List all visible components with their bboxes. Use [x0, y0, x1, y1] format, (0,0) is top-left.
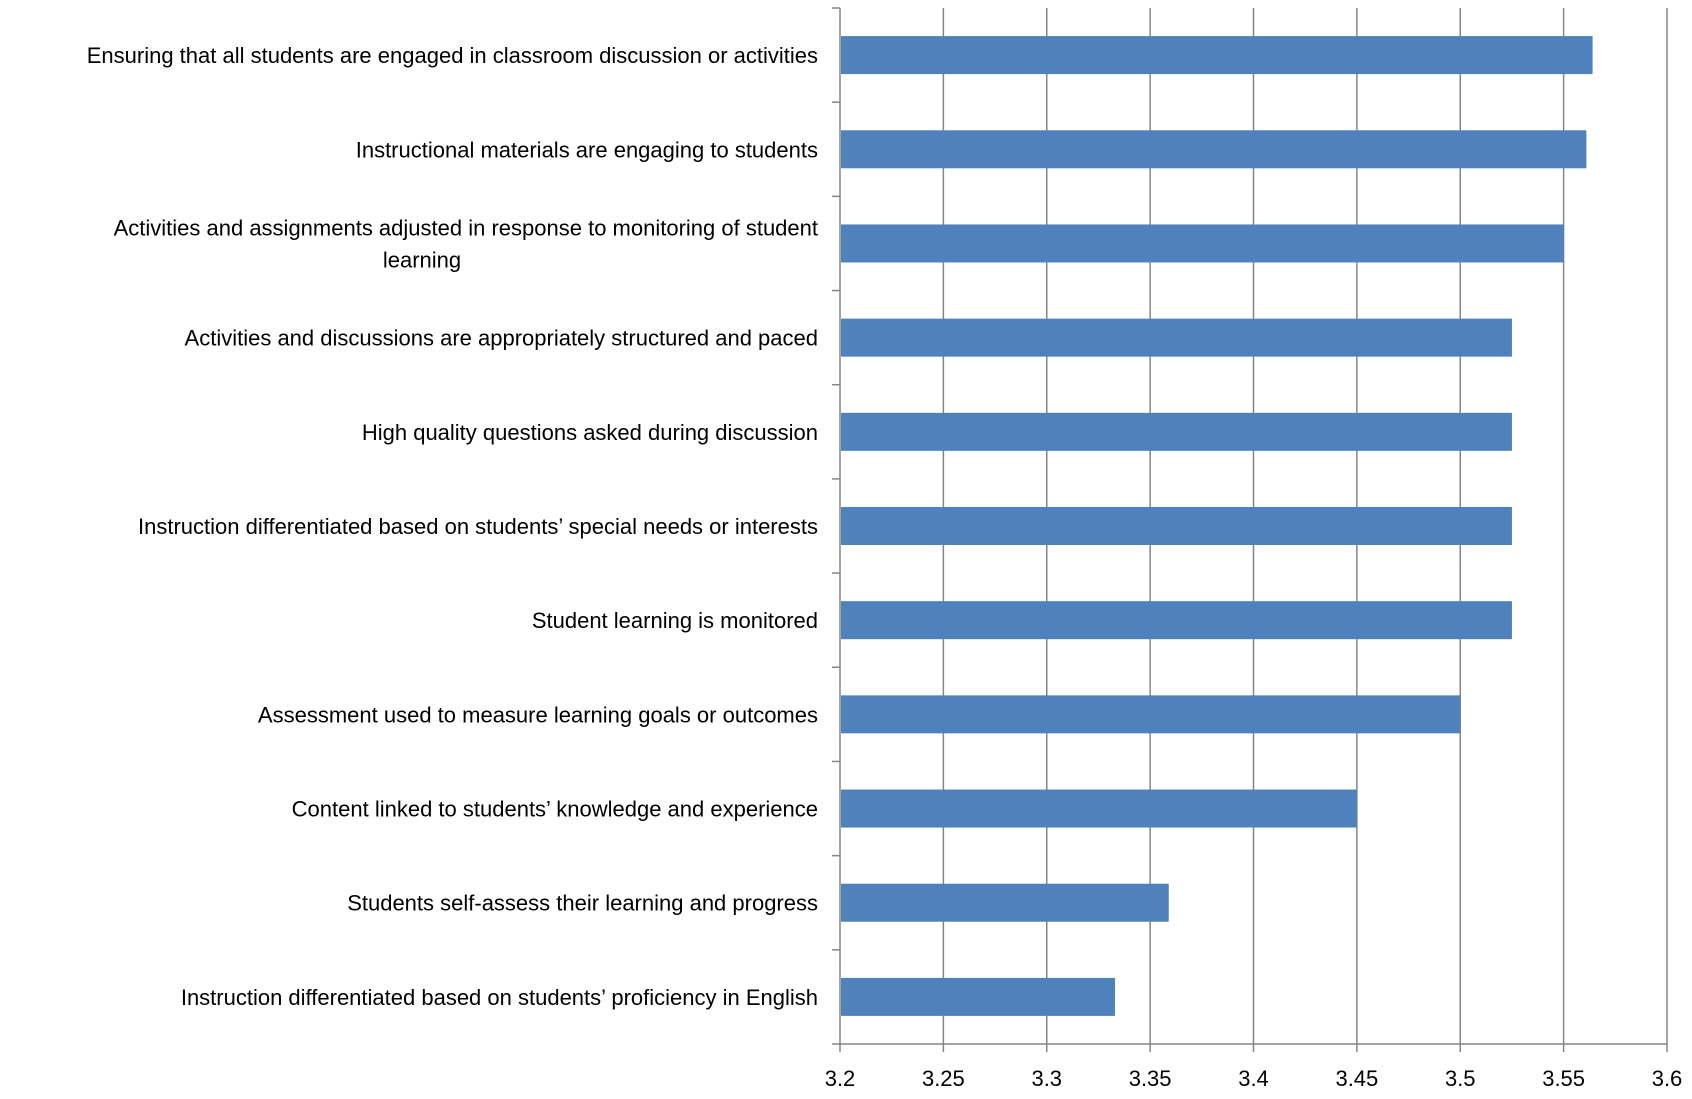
bar — [841, 412, 1512, 451]
category-labels: Ensuring that all students are engaged i… — [87, 43, 818, 1010]
bar — [841, 977, 1115, 1016]
bar — [841, 507, 1512, 545]
category-label: learning — [383, 247, 461, 272]
bar — [841, 318, 1512, 357]
x-tick-label: 3.55 — [1542, 1066, 1585, 1091]
category-label: Assessment used to measure learning goal… — [258, 702, 818, 727]
x-tick-label: 3.5 — [1445, 1066, 1476, 1091]
category-label: Instruction differentiated based on stud… — [138, 514, 818, 539]
x-tick-label: 3.45 — [1335, 1066, 1378, 1091]
category-label: High quality questions asked during disc… — [362, 420, 818, 445]
x-tick-label: 3.35 — [1129, 1066, 1172, 1091]
category-label: Instruction differentiated based on stud… — [181, 985, 818, 1010]
category-label: Instructional materials are engaging to … — [356, 137, 818, 162]
axes — [832, 7, 1668, 1052]
x-tick-labels: 3.2 3.25 3.3 3.35 3.4 3.45 3.5 3.55 3.6 — [825, 1066, 1683, 1091]
category-label: Activities and discussions are appropria… — [185, 326, 818, 351]
bar — [841, 36, 1593, 75]
x-tick-label: 3.25 — [922, 1066, 965, 1091]
category-label: Content linked to students’ knowledge an… — [292, 797, 818, 822]
bars — [841, 36, 1593, 1016]
category-label: Activities and assignments adjusted in r… — [114, 215, 818, 240]
bar — [841, 883, 1169, 922]
x-tick-label: 3.4 — [1238, 1066, 1269, 1091]
x-tick-label: 3.3 — [1031, 1066, 1062, 1091]
x-tick-label: 3.6 — [1652, 1066, 1683, 1091]
bar — [841, 601, 1512, 640]
bar — [841, 789, 1357, 828]
category-label: Students self-assess their learning and … — [347, 891, 818, 916]
category-label: Student learning is monitored — [532, 608, 818, 633]
bar — [841, 695, 1461, 734]
bar — [841, 130, 1587, 169]
bar — [841, 224, 1564, 263]
x-tick-label: 3.2 — [825, 1066, 856, 1091]
category-label: Ensuring that all students are engaged i… — [87, 43, 818, 68]
